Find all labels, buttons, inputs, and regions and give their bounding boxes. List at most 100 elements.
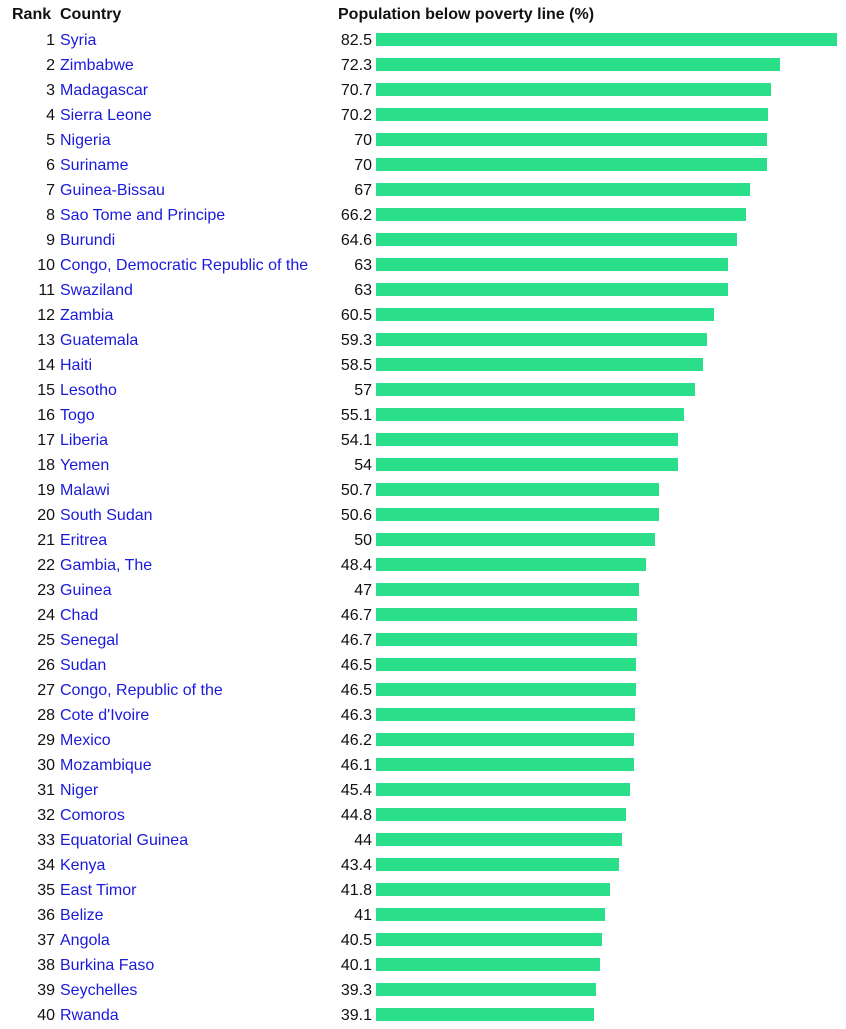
- country-link[interactable]: Burkina Faso: [60, 957, 155, 974]
- country-link[interactable]: Eritrea: [60, 532, 108, 549]
- table-row: 22 Gambia, The 48.4: [0, 554, 846, 579]
- poverty-value: 48.4: [340, 557, 372, 574]
- poverty-bar: [376, 433, 678, 446]
- country-link[interactable]: Congo, Republic of the: [60, 682, 223, 699]
- poverty-bar: [376, 158, 767, 171]
- country-link[interactable]: Belize: [60, 907, 104, 924]
- country-link[interactable]: Syria: [60, 32, 97, 49]
- country-link[interactable]: Yemen: [60, 457, 110, 474]
- poverty-value: 44.8: [340, 807, 372, 824]
- country-link[interactable]: South Sudan: [60, 507, 153, 524]
- country-link[interactable]: Sierra Leone: [60, 107, 152, 124]
- poverty-bar: [376, 283, 728, 296]
- poverty-bar: [376, 33, 837, 46]
- country-link[interactable]: Congo, Democratic Republic of the: [60, 257, 309, 274]
- table-row: 21 Eritrea 50: [0, 529, 846, 554]
- poverty-bar: [376, 633, 637, 646]
- country-link[interactable]: Suriname: [60, 157, 129, 174]
- table-row: 27 Congo, Republic of the 46.5: [0, 679, 846, 704]
- rank-number: 27: [37, 682, 55, 699]
- country-link[interactable]: Lesotho: [60, 382, 117, 399]
- country-link[interactable]: Burundi: [60, 232, 116, 249]
- table-row: 34 Kenya 43.4: [0, 854, 846, 879]
- poverty-bar: [376, 383, 695, 396]
- country-link[interactable]: Haiti: [60, 357, 93, 374]
- country-link[interactable]: Seychelles: [60, 982, 138, 999]
- country-link[interactable]: Liberia: [60, 432, 109, 449]
- country-link[interactable]: Senegal: [60, 632, 119, 649]
- table-row: 15 Lesotho 57: [0, 379, 846, 404]
- country-link[interactable]: Kenya: [60, 857, 106, 874]
- rank-number: 17: [37, 432, 55, 449]
- country-link[interactable]: East Timor: [60, 882, 137, 899]
- country-link[interactable]: Niger: [60, 782, 99, 799]
- poverty-value: 70.2: [340, 107, 372, 124]
- table-row: 24 Chad 46.7: [0, 604, 846, 629]
- country-link[interactable]: Zimbabwe: [60, 57, 134, 74]
- rank-number: 30: [37, 757, 55, 774]
- rank-number: 38: [37, 957, 55, 974]
- poverty-bar: [376, 483, 659, 496]
- rank-number: 6: [46, 157, 55, 174]
- rank-number: 36: [37, 907, 55, 924]
- table-row: 16 Togo 55.1: [0, 404, 846, 429]
- poverty-value: 67: [354, 182, 372, 199]
- table-row: 32 Comoros 44.8: [0, 804, 846, 829]
- rank-number: 22: [37, 557, 55, 574]
- table-row: 18 Yemen 54: [0, 454, 846, 479]
- country-link[interactable]: Sudan: [60, 657, 107, 674]
- rank-number: 26: [37, 657, 55, 674]
- poverty-bar: [376, 933, 602, 946]
- country-link[interactable]: Guinea: [60, 582, 112, 599]
- table-row: 19 Malawi 50.7: [0, 479, 846, 504]
- table-row: 37 Angola 40.5: [0, 929, 846, 954]
- table-row: 4 Sierra Leone 70.2: [0, 104, 846, 129]
- rank-number: 11: [38, 282, 55, 299]
- country-link[interactable]: Mozambique: [60, 757, 152, 774]
- country-link[interactable]: Guatemala: [60, 332, 139, 349]
- poverty-bar: [376, 533, 655, 546]
- country-link[interactable]: Rwanda: [60, 1007, 119, 1024]
- table-row: 2 Zimbabwe 72.3: [0, 54, 846, 79]
- poverty-bar: [376, 808, 626, 821]
- country-link[interactable]: Mexico: [60, 732, 111, 749]
- rank-number: 35: [37, 882, 55, 899]
- poverty-value: 72.3: [340, 57, 372, 74]
- poverty-bar: [376, 58, 780, 71]
- poverty-bar: [376, 233, 737, 246]
- country-link[interactable]: Swaziland: [60, 282, 133, 299]
- country-link[interactable]: Equatorial Guinea: [60, 832, 189, 849]
- poverty-value: 41: [354, 907, 372, 924]
- poverty-value: 44: [354, 832, 372, 849]
- rank-number: 39: [37, 982, 55, 999]
- country-link[interactable]: Malawi: [60, 482, 110, 499]
- country-link[interactable]: Gambia, The: [60, 557, 153, 574]
- poverty-column-header: Population below poverty line (%): [338, 6, 595, 23]
- poverty-value: 70: [354, 132, 372, 149]
- rank-number: 14: [37, 357, 55, 374]
- country-link[interactable]: Nigeria: [60, 132, 111, 149]
- table-row: 26 Sudan 46.5: [0, 654, 846, 679]
- poverty-bar: [376, 308, 714, 321]
- country-link[interactable]: Sao Tome and Principe: [60, 207, 226, 224]
- country-link[interactable]: Cote d'Ivoire: [60, 707, 150, 724]
- country-link[interactable]: Guinea-Bissau: [60, 182, 165, 199]
- country-link[interactable]: Angola: [60, 932, 110, 949]
- country-link[interactable]: Togo: [60, 407, 95, 424]
- country-link[interactable]: Chad: [60, 607, 99, 624]
- poverty-bar: [376, 583, 639, 596]
- country-link[interactable]: Zambia: [60, 307, 114, 324]
- poverty-value: 63: [354, 282, 372, 299]
- table-row: 12 Zambia 60.5: [0, 304, 846, 329]
- table-row: 35 East Timor 41.8: [0, 879, 846, 904]
- poverty-value: 59.3: [340, 332, 372, 349]
- rank-number: 29: [37, 732, 55, 749]
- poverty-bar: [376, 558, 646, 571]
- rank-number: 8: [46, 207, 55, 224]
- country-link[interactable]: Madagascar: [60, 82, 149, 99]
- poverty-value: 40.1: [340, 957, 372, 974]
- table-row: 1 Syria 82.5: [0, 29, 846, 54]
- country-link[interactable]: Comoros: [60, 807, 125, 824]
- table-row: 31 Niger 45.4: [0, 779, 846, 804]
- table-row: 5 Nigeria 70: [0, 129, 846, 154]
